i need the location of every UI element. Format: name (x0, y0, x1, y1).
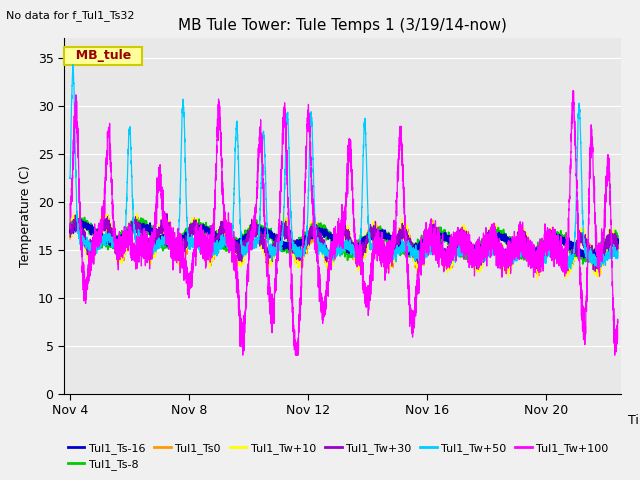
Text: No data for f_Tul1_Ts32: No data for f_Tul1_Ts32 (6, 10, 135, 21)
Legend: Tul1_Ts-16, Tul1_Ts-8, Tul1_Ts0, Tul1_Tw+10, Tul1_Tw+30, Tul1_Tw+50, Tul1_Tw+100: Tul1_Ts-16, Tul1_Ts-8, Tul1_Ts0, Tul1_Tw… (63, 438, 613, 474)
Text: Time: Time (628, 414, 640, 427)
Text: MB_tule: MB_tule (67, 49, 140, 62)
Y-axis label: Temperature (C): Temperature (C) (19, 165, 32, 267)
Title: MB Tule Tower: Tule Temps 1 (3/19/14-now): MB Tule Tower: Tule Temps 1 (3/19/14-now… (178, 18, 507, 33)
